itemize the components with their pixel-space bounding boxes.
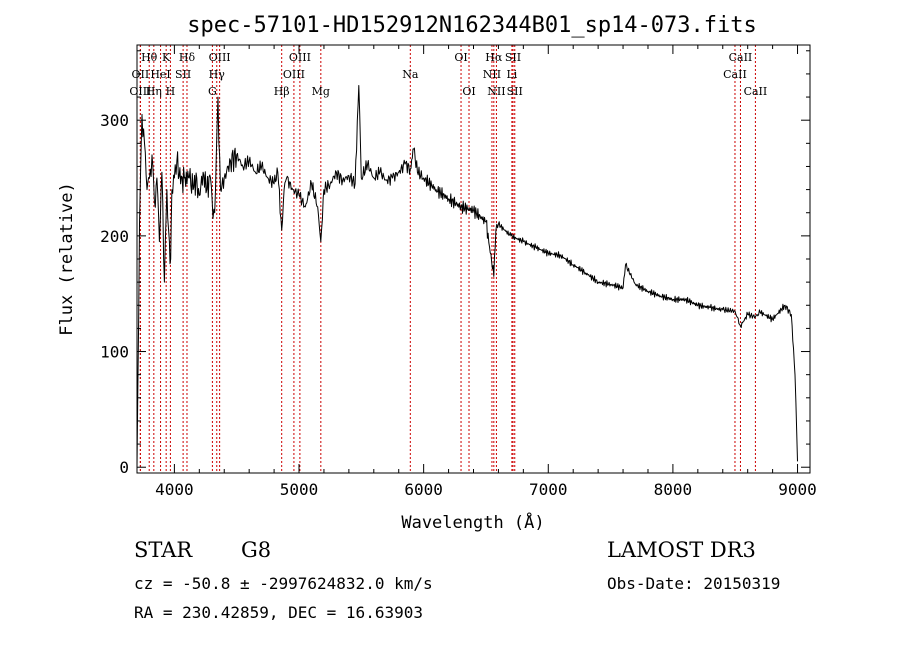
line-label: OIII — [289, 51, 311, 64]
line-label: Hθ — [141, 51, 158, 64]
x-tick-label: 5000 — [280, 480, 319, 499]
observation-date: Obs-Date: 20150319 — [607, 574, 781, 593]
line-label: Hδ — [179, 51, 196, 64]
line-label: Hβ — [274, 85, 290, 98]
y-tick-label: 200 — [100, 227, 129, 246]
y-tick-label: 100 — [100, 343, 129, 362]
y-tick-label: 300 — [100, 111, 129, 130]
line-label: H — [166, 85, 176, 98]
line-label: Na — [402, 68, 419, 81]
line-label: Mg — [312, 85, 330, 98]
line-label: NII — [483, 68, 501, 81]
line-label: OII — [132, 68, 150, 81]
line-label: Hη — [146, 85, 162, 98]
coordinates-line: RA = 230.42859, DEC = 16.63903 — [134, 603, 423, 622]
line-label: SII — [175, 68, 191, 81]
line-label: CaII — [744, 85, 768, 98]
line-label: Li — [506, 68, 517, 81]
redshift-line: cz = -50.8 ± -2997624832.0 km/s — [134, 574, 433, 593]
line-label: SII — [507, 85, 523, 98]
line-label: CaII — [729, 51, 753, 64]
chart-title: spec-57101-HD152912N162344B01_sp14-073.f… — [187, 13, 757, 38]
y-tick-label: 0 — [119, 458, 129, 477]
spectrum-line — [136, 85, 798, 468]
x-axis-label: Wavelength (Å) — [401, 511, 544, 533]
x-tick-label: 7000 — [529, 480, 568, 499]
line-label: HeI — [150, 68, 170, 81]
line-label: Hγ — [209, 68, 226, 81]
line-label: OIII — [129, 85, 151, 98]
x-tick-label: 8000 — [654, 480, 693, 499]
y-axis-label: Flux (relative) — [57, 182, 77, 336]
line-label: G — [208, 85, 217, 98]
line-label: Hα — [485, 51, 503, 64]
object-subclass: G8 — [241, 538, 272, 562]
line-label: SII — [505, 51, 521, 64]
line-label: NII — [487, 85, 505, 98]
line-label: OIII — [283, 68, 305, 81]
line-label: K — [162, 51, 171, 64]
line-label: OIII — [209, 51, 231, 64]
survey-name: LAMOST DR3 — [607, 538, 756, 562]
x-tick-label: 6000 — [404, 480, 443, 499]
x-tick-label: 4000 — [155, 480, 194, 499]
line-label: OI — [462, 85, 475, 98]
line-label: CaII — [723, 68, 747, 81]
object-class: STAR — [134, 538, 193, 562]
line-label: OI — [454, 51, 467, 64]
plot-frame — [136, 44, 811, 474]
x-tick-label: 9000 — [778, 480, 817, 499]
